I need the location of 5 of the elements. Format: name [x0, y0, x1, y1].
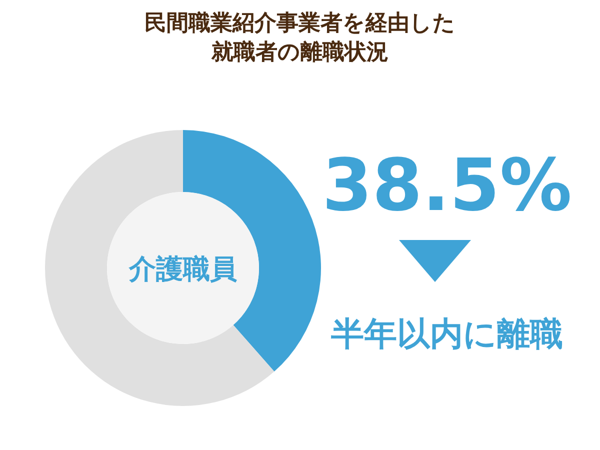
title: 民間職業紹介事業者を経由した [144, 11, 456, 36]
value-label: 38.5% [322, 143, 572, 227]
subtitle: 就職者の離職状況 [212, 40, 388, 65]
category-label: 半年以内に離職 [331, 314, 563, 353]
annotation: 介護職員 [129, 254, 237, 285]
